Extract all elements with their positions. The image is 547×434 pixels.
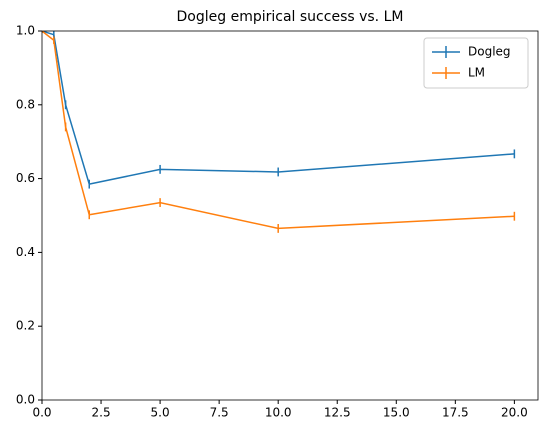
x-tick-label: 20.0	[501, 406, 528, 420]
y-tick-label: 1.0	[16, 24, 35, 38]
y-tick-label: 0.8	[16, 97, 35, 111]
x-tick-label: 17.5	[442, 406, 469, 420]
x-tick-label: 5.0	[151, 406, 170, 420]
x-tick-label: 12.5	[324, 406, 351, 420]
chart-title: Dogleg empirical success vs. LM	[177, 9, 404, 25]
x-tick-label: 2.5	[92, 406, 111, 420]
y-tick-label: 0.2	[16, 319, 35, 333]
x-tick-label: 7.5	[210, 406, 229, 420]
x-tick-label: 15.0	[383, 406, 410, 420]
y-tick-label: 0.0	[16, 393, 35, 407]
legend-label: Dogleg	[468, 45, 511, 59]
legend-label: LM	[468, 66, 485, 80]
x-tick-label: 10.0	[265, 406, 292, 420]
y-tick-label: 0.4	[16, 245, 35, 259]
y-tick-label: 0.6	[16, 171, 35, 185]
legend-box	[423, 37, 529, 89]
plot-frame	[41, 30, 539, 401]
x-tick-label: 0.0	[32, 406, 51, 420]
